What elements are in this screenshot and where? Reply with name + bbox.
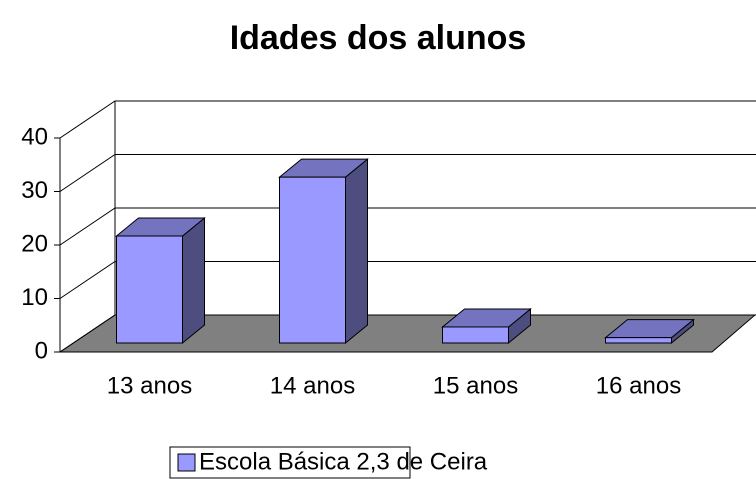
bar [278,158,369,345]
x-tick-label: 16 anos [596,372,681,399]
grid-line [59,154,756,192]
x-tick-label: 15 anos [433,372,518,399]
x-tick-label: 13 anos [107,372,192,399]
legend-swatch [177,453,196,472]
bar-front [279,176,346,344]
y-tick-label: 20 [21,230,48,257]
bar [441,307,532,345]
bar [604,318,695,345]
legend-label: Escola Básica 2,3 de Ceira [199,448,488,475]
y-tick-label: 0 [35,337,48,364]
y-tick-label: 30 [21,177,48,204]
y-tick-label: 40 [21,123,48,150]
x-tick-label: 14 anos [270,372,355,399]
y-tick-label: 10 [21,284,48,311]
bar-side [182,216,205,345]
bar-front [605,337,672,344]
legend-box [169,446,411,479]
bar-front [116,235,183,344]
chart-title: Idades dos alunos [230,19,527,57]
bar-front [442,326,509,344]
grid-line [59,100,756,139]
bar-side [345,158,368,345]
bar [115,216,206,345]
